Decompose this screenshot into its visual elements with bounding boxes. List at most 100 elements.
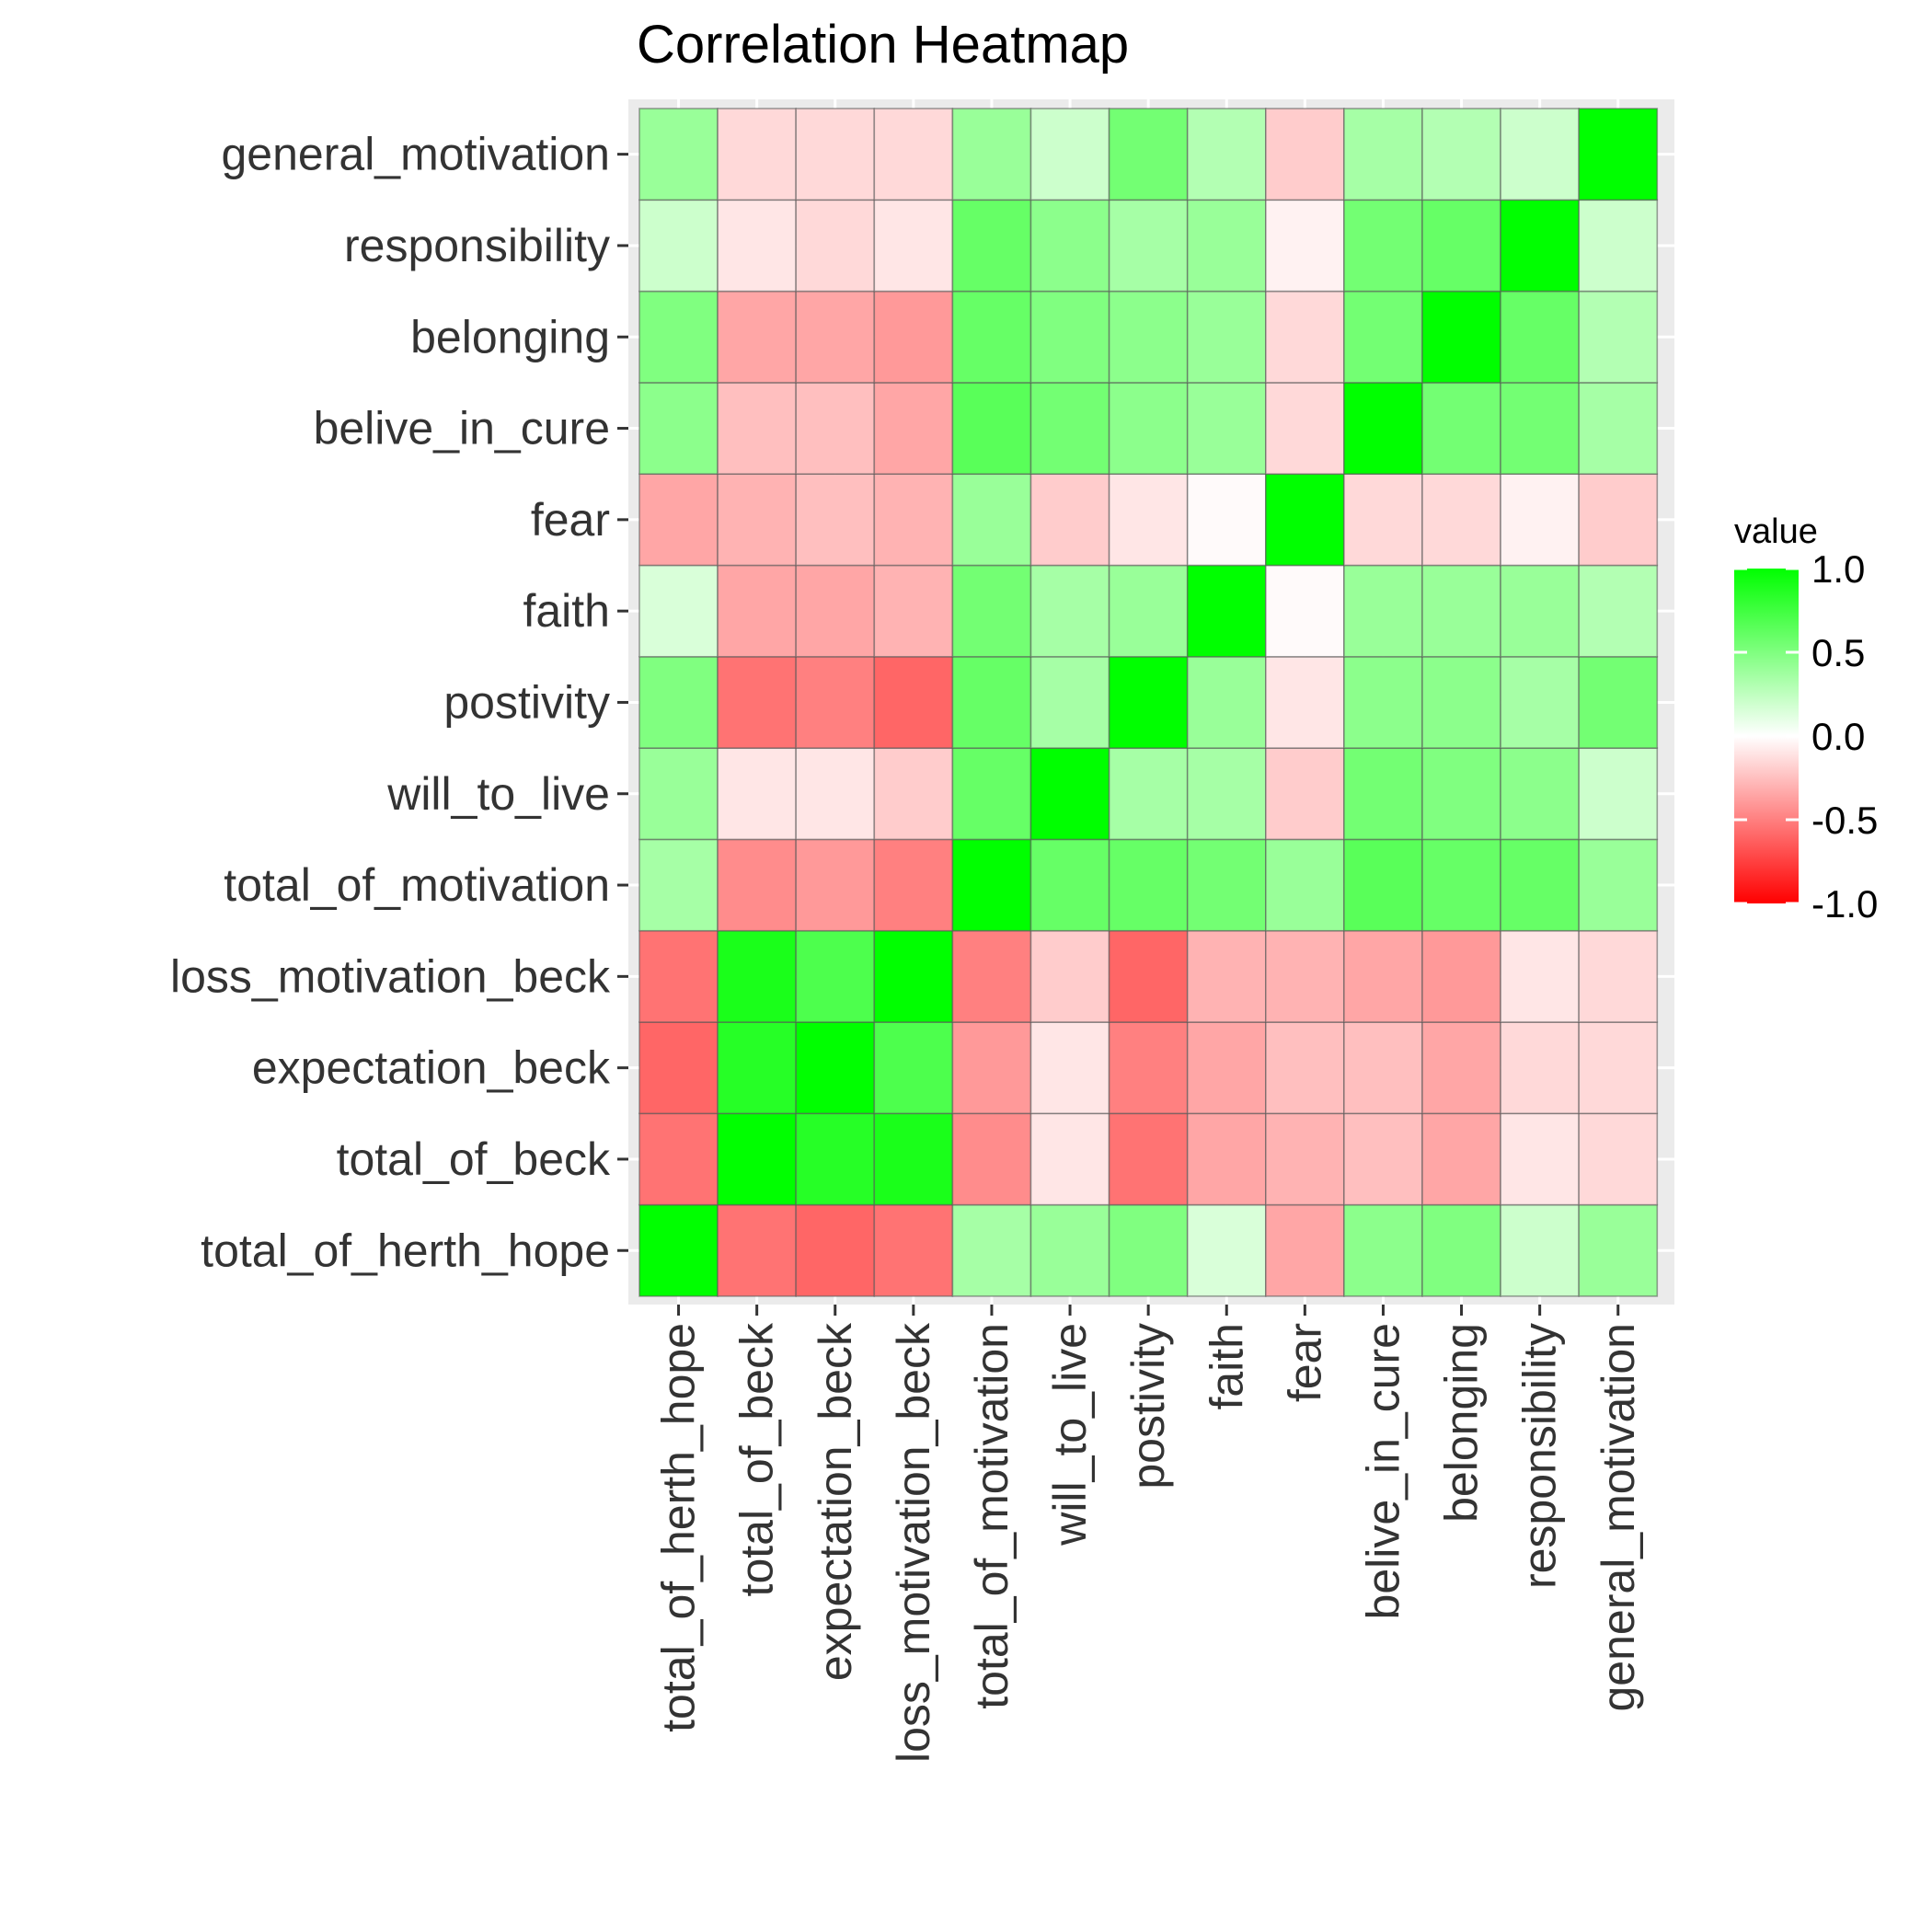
heatmap-cell-fear-fear bbox=[1265, 473, 1345, 567]
heatmap-cell-responsibility-loss_motivation_beck bbox=[873, 199, 954, 293]
legend-break-label: 0.0 bbox=[1811, 715, 1865, 758]
heatmap-cell-responsibility-expectation_beck bbox=[795, 199, 876, 293]
y-tick-label: responsibility bbox=[344, 220, 610, 271]
heatmap-cell-responsibility-total_of_herth_hope bbox=[638, 199, 719, 293]
x-axis: total_of_herth_hope total_of_beck expectat… bbox=[653, 1305, 1644, 1763]
heatmap-cell-total_of_motivation-fear bbox=[1265, 838, 1345, 932]
heatmap-cell-loss_motivation_beck-total_of_herth_hope bbox=[638, 929, 719, 1023]
heatmap-cell-general_motivation-postivity bbox=[1108, 108, 1189, 201]
y-tick-label: total_of_beck bbox=[337, 1133, 611, 1185]
heatmap-cell-responsibility-total_of_motivation bbox=[951, 199, 1032, 293]
y-tick-label: faith bbox=[523, 585, 610, 637]
heatmap-cell-belonging-belonging bbox=[1421, 290, 1501, 384]
heatmap-cell-total_of_herth_hope-responsibility bbox=[1500, 1203, 1580, 1297]
x-tick-label: loss_motivation_beck bbox=[888, 1322, 939, 1763]
x-tick-label: belive_in_cure bbox=[1357, 1323, 1409, 1619]
heatmap-cell-total_of_motivation-total_of_beck bbox=[717, 838, 797, 932]
x-tick-label: belonging bbox=[1436, 1323, 1488, 1523]
heatmap-cell-postivity-postivity bbox=[1108, 655, 1189, 749]
heatmap-cell-general_motivation-general_motivation bbox=[1578, 108, 1659, 201]
heatmap-cell-general_motivation-belive_in_cure bbox=[1343, 108, 1423, 201]
heatmap-cell-total_of_motivation-faith bbox=[1186, 838, 1267, 932]
heatmap-cell-postivity-expectation_beck bbox=[795, 655, 876, 749]
heatmap-cell-faith-belive_in_cure bbox=[1343, 564, 1423, 658]
heatmap-cell-total_of_beck-belonging bbox=[1421, 1112, 1501, 1206]
heatmap-cell-loss_motivation_beck-total_of_motivation bbox=[951, 929, 1032, 1023]
color-legend: value 1.0 0.5 0.0 -0.5 -1.0 bbox=[1734, 512, 1878, 926]
heatmap-cell-general_motivation-will_to_live bbox=[1029, 108, 1110, 201]
x-tick-label: will_to_live bbox=[1044, 1323, 1096, 1547]
y-tick-label: expectation_beck bbox=[252, 1042, 611, 1094]
heatmap-cell-belive_in_cure-belive_in_cure bbox=[1343, 382, 1423, 475]
heatmap-cell-total_of_beck-general_motivation bbox=[1578, 1112, 1659, 1206]
heatmap-cell-faith-belonging bbox=[1421, 564, 1501, 658]
heatmap-cell-belive_in_cure-total_of_beck bbox=[717, 382, 797, 475]
legend-break-label: -1.0 bbox=[1811, 882, 1878, 926]
heatmap-cell-will_to_live-belive_in_cure bbox=[1343, 747, 1423, 841]
heatmap-cell-expectation_beck-fear bbox=[1265, 1021, 1345, 1115]
heatmap-cell-faith-loss_motivation_beck bbox=[873, 564, 954, 658]
y-tick-label: total_of_herth_hope bbox=[201, 1225, 610, 1276]
heatmap-cell-postivity-total_of_motivation bbox=[951, 655, 1032, 749]
x-tick-label: faith bbox=[1201, 1323, 1252, 1410]
heatmap-cell-faith-total_of_motivation bbox=[951, 564, 1032, 658]
heatmap-cell-postivity-general_motivation bbox=[1578, 655, 1659, 749]
heatmap-cell-fear-belonging bbox=[1421, 473, 1501, 567]
y-tick-label: belonging bbox=[410, 311, 610, 362]
heatmap-cell-responsibility-belonging bbox=[1421, 199, 1501, 293]
heatmap-cell-expectation_beck-faith bbox=[1186, 1021, 1267, 1115]
heatmap-cell-general_motivation-total_of_beck bbox=[717, 108, 797, 201]
heatmap-cell-belive_in_cure-loss_motivation_beck bbox=[873, 382, 954, 475]
heatmap-cell-expectation_beck-responsibility bbox=[1500, 1021, 1580, 1115]
heatmap-cell-will_to_live-postivity bbox=[1108, 747, 1189, 841]
y-tick-label: loss_motivation_beck bbox=[170, 950, 611, 1002]
heatmap-cell-total_of_motivation-total_of_herth_hope bbox=[638, 838, 719, 932]
heatmap-cell-postivity-total_of_beck bbox=[717, 655, 797, 749]
heatmap-cell-fear-will_to_live bbox=[1029, 473, 1110, 567]
x-tick-label: postivity bbox=[1122, 1323, 1174, 1489]
heatmap-cell-fear-belive_in_cure bbox=[1343, 473, 1423, 567]
heatmap-cell-belonging-expectation_beck bbox=[795, 290, 876, 384]
heatmap-cell-belonging-general_motivation bbox=[1578, 290, 1659, 384]
heatmap-cell-belonging-total_of_beck bbox=[717, 290, 797, 384]
heatmap-cell-fear-responsibility bbox=[1500, 473, 1580, 567]
heatmap-cell-responsibility-postivity bbox=[1108, 199, 1189, 293]
heatmap-cell-total_of_motivation-belive_in_cure bbox=[1343, 838, 1423, 932]
heatmap-cell-faith-postivity bbox=[1108, 564, 1189, 658]
heatmap-cell-belive_in_cure-total_of_motivation bbox=[951, 382, 1032, 475]
heatmap-cell-responsibility-faith bbox=[1186, 199, 1267, 293]
heatmap-cell-belive_in_cure-postivity bbox=[1108, 382, 1189, 475]
heatmap-cell-faith-total_of_herth_hope bbox=[638, 564, 719, 658]
heatmap-cell-total_of_beck-total_of_motivation bbox=[951, 1112, 1032, 1206]
heatmap-cell-faith-will_to_live bbox=[1029, 564, 1110, 658]
x-tick-label: total_of_beck bbox=[731, 1322, 783, 1596]
heatmap-cell-fear-faith bbox=[1186, 473, 1267, 567]
heatmap-cell-postivity-loss_motivation_beck bbox=[873, 655, 954, 749]
heatmap-cell-general_motivation-total_of_herth_hope bbox=[638, 108, 719, 201]
heatmap-cell-fear-total_of_motivation bbox=[951, 473, 1032, 567]
heatmap-cell-total_of_beck-postivity bbox=[1108, 1112, 1189, 1206]
heatmap-cell-postivity-faith bbox=[1186, 655, 1267, 749]
heatmap-cell-loss_motivation_beck-responsibility bbox=[1500, 929, 1580, 1023]
heatmap-cell-total_of_beck-total_of_beck bbox=[717, 1112, 797, 1206]
heatmap-cell-expectation_beck-total_of_motivation bbox=[951, 1021, 1032, 1115]
heatmap-cell-total_of_beck-faith bbox=[1186, 1112, 1267, 1206]
heatmap-cell-total_of_beck-will_to_live bbox=[1029, 1112, 1110, 1206]
x-tick-label: total_of_herth_hope bbox=[653, 1323, 705, 1732]
heatmap-cell-will_to_live-total_of_beck bbox=[717, 747, 797, 841]
heatmap-cell-total_of_beck-responsibility bbox=[1500, 1112, 1580, 1206]
heatmap-cell-will_to_live-responsibility bbox=[1500, 747, 1580, 841]
heatmap-cell-total_of_herth_hope-faith bbox=[1186, 1203, 1267, 1297]
x-tick-label: general_motivation bbox=[1593, 1323, 1644, 1712]
heatmap-cell-expectation_beck-total_of_beck bbox=[717, 1021, 797, 1115]
heatmap-cell-expectation_beck-belive_in_cure bbox=[1343, 1021, 1423, 1115]
heatmap-cell-belive_in_cure-faith bbox=[1186, 382, 1267, 475]
heatmap-cell-expectation_beck-general_motivation bbox=[1578, 1021, 1659, 1115]
x-tick-label: expectation_beck bbox=[810, 1322, 861, 1681]
heatmap-cell-general_motivation-fear bbox=[1265, 108, 1345, 201]
heatmap-cell-expectation_beck-belonging bbox=[1421, 1021, 1501, 1115]
heatmap-cell-total_of_herth_hope-belonging bbox=[1421, 1203, 1501, 1297]
legend-break-label: -0.5 bbox=[1811, 799, 1878, 842]
heatmap-cell-loss_motivation_beck-faith bbox=[1186, 929, 1267, 1023]
